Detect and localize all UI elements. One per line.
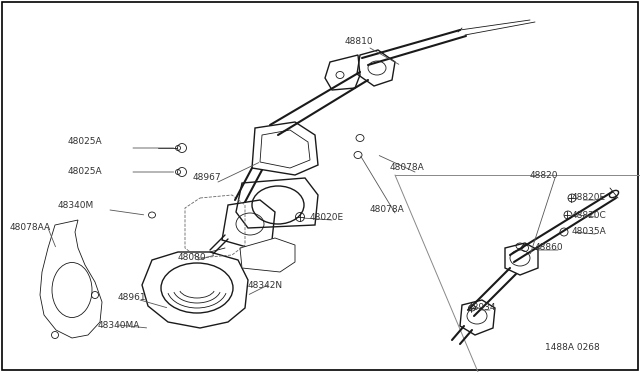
Text: 48025A: 48025A xyxy=(68,138,102,147)
Text: 1488A 0268: 1488A 0268 xyxy=(545,343,600,353)
Text: 48340MA: 48340MA xyxy=(98,321,140,330)
Text: 48961: 48961 xyxy=(118,294,147,302)
Text: 48820E: 48820E xyxy=(572,193,606,202)
Text: 48035A: 48035A xyxy=(572,228,607,237)
Text: 48340M: 48340M xyxy=(58,201,94,209)
Polygon shape xyxy=(236,178,318,228)
Polygon shape xyxy=(240,238,295,272)
Text: 48820: 48820 xyxy=(530,170,559,180)
Text: 48020E: 48020E xyxy=(310,214,344,222)
Text: 48078A: 48078A xyxy=(390,164,425,173)
Polygon shape xyxy=(142,252,248,328)
Text: 48080: 48080 xyxy=(178,253,207,263)
Text: 48078AA: 48078AA xyxy=(10,224,51,232)
Text: 48342N: 48342N xyxy=(248,280,283,289)
Text: 48967: 48967 xyxy=(193,173,221,183)
Text: 48810: 48810 xyxy=(345,38,374,46)
Text: 48860: 48860 xyxy=(535,244,564,253)
Text: 48820C: 48820C xyxy=(572,211,607,219)
Text: 48078A: 48078A xyxy=(370,205,404,215)
Text: 48934: 48934 xyxy=(468,304,497,312)
Text: 48025A: 48025A xyxy=(68,167,102,176)
